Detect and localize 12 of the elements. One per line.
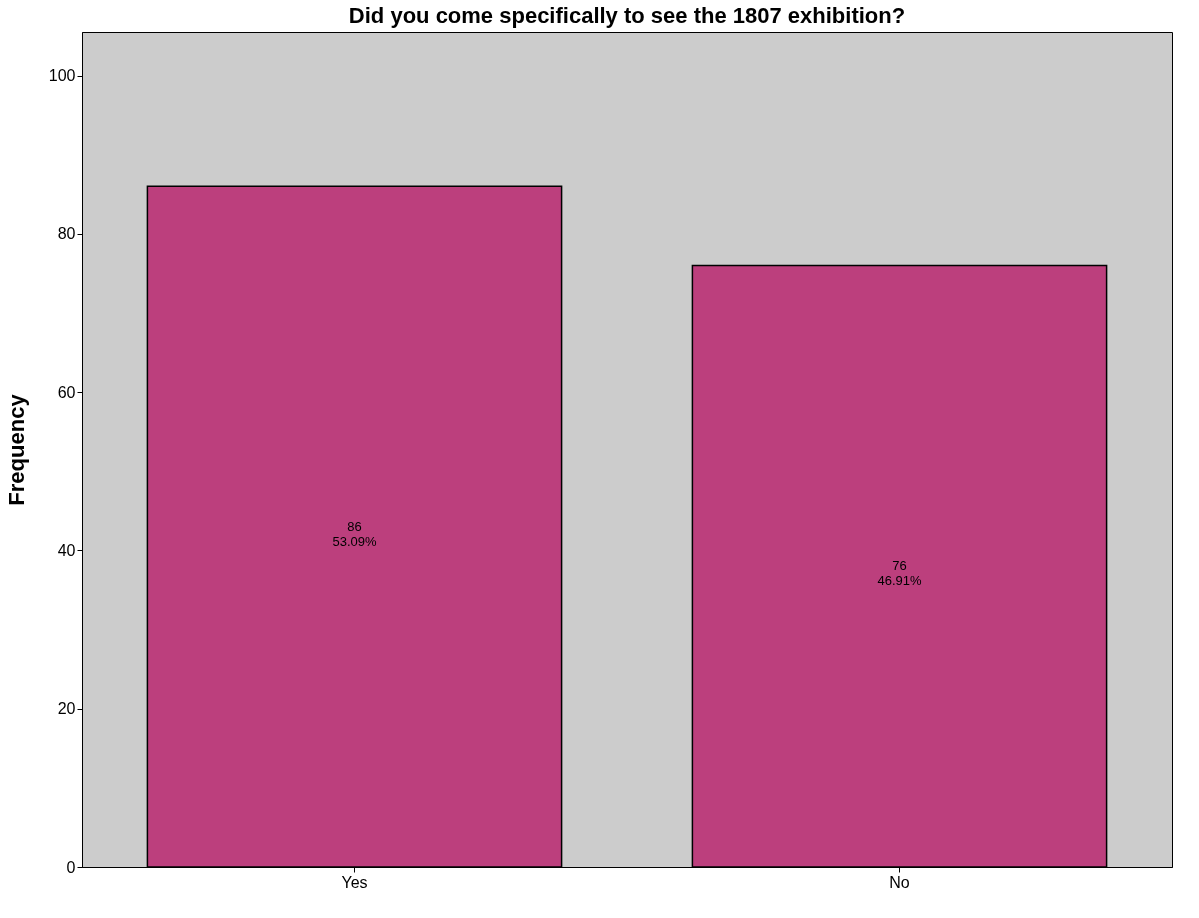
y-axis-title: Frequency bbox=[3, 393, 29, 506]
y-tick-label: 0 bbox=[66, 858, 76, 876]
data-label: 86 53.09% bbox=[332, 518, 377, 549]
chart-title: Did you come specifically to see the 1807 exhibition? bbox=[348, 3, 906, 28]
y-tick-label: 20 bbox=[57, 700, 76, 718]
y-tick-label: 80 bbox=[57, 225, 76, 243]
x-tick-label: No bbox=[889, 873, 910, 891]
x-tick-label: Yes bbox=[341, 873, 368, 891]
data-label: 76 46.91% bbox=[877, 558, 922, 589]
y-tick-label: 100 bbox=[48, 67, 76, 85]
y-tick-label: 60 bbox=[57, 383, 76, 401]
y-tick-label: 40 bbox=[57, 541, 76, 559]
